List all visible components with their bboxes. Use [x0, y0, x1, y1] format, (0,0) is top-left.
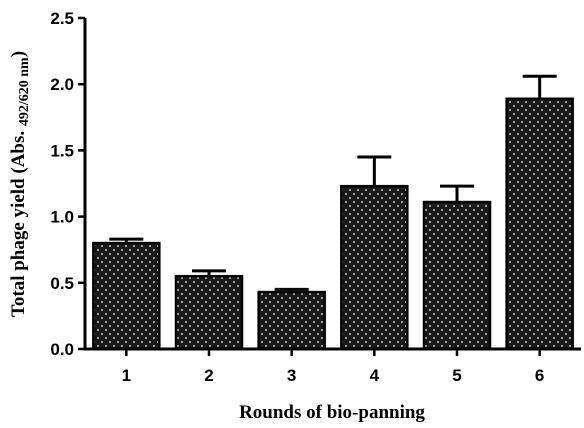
- y-tick-label-2.5: 2.5: [50, 9, 74, 28]
- x-tick-label-5: 5: [452, 366, 461, 385]
- y-axis-title-end: ): [8, 51, 29, 57]
- x-tick-label-4: 4: [370, 366, 380, 385]
- y-axis-title-subscript: 492/620 nm: [17, 57, 32, 126]
- y-tick-label-1.5: 1.5: [50, 141, 74, 160]
- y-tick-label-1.0: 1.0: [50, 208, 74, 227]
- bar-round-4: [340, 184, 409, 351]
- bar-round-1: [92, 241, 161, 351]
- x-axis-title: Rounds of bio-panning: [239, 402, 425, 423]
- bar-round-3: [257, 290, 326, 351]
- x-tick-label-3: 3: [287, 366, 296, 385]
- bars-group: [92, 97, 574, 351]
- y-axis-title: Total phage yield (Abs. 492/620 nm): [8, 51, 32, 317]
- y-tick-label-0.0: 0.0: [50, 340, 74, 359]
- y-axis-title-main: Total phage yield (Abs.: [8, 126, 29, 317]
- y-tick-label-0.5: 0.5: [50, 274, 74, 293]
- y-tick-label-2.0: 2.0: [50, 75, 74, 94]
- x-ticks-group: 1 2 3 4 5 6: [122, 349, 544, 385]
- bar-round-2: [174, 274, 244, 351]
- x-tick-label-6: 6: [535, 366, 544, 385]
- y-ticks-group: 0.0 0.5 1.0 1.5 2.0 2.5: [50, 9, 85, 359]
- bar-round-5: [422, 200, 492, 351]
- bar-round-6: [505, 97, 574, 351]
- x-tick-label-2: 2: [204, 366, 213, 385]
- error-bars-group: [109, 74, 557, 293]
- x-tick-label-1: 1: [122, 366, 131, 385]
